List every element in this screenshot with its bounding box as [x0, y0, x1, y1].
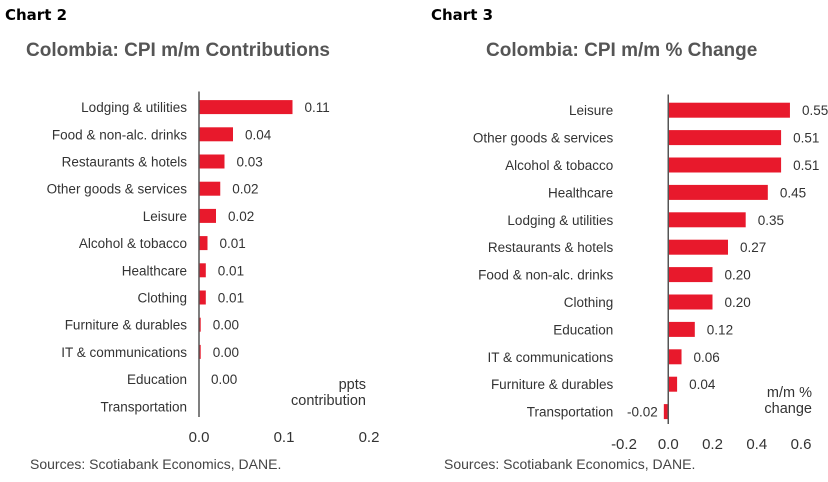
chart3-bar [668, 239, 728, 255]
chart2-panel-label: Chart 2 [5, 6, 68, 24]
chart3-bar [668, 212, 746, 228]
chart3-tick-label: 0.0 [658, 436, 679, 453]
chart2-data-label: 0.04 [245, 127, 272, 142]
chart2-tick-label: 0.0 [189, 429, 210, 446]
chart2-bar [199, 100, 293, 115]
chart2-data-label: 0.01 [220, 236, 246, 251]
chart2-category-label: Leisure [143, 209, 187, 224]
chart3-category-label: Furniture & durables [491, 377, 614, 392]
chart2-category-label: IT & communications [61, 345, 187, 360]
chart3-bar [668, 130, 782, 146]
chart2-bar [199, 127, 233, 142]
chart3-data-label: 0.27 [740, 240, 766, 255]
chart3-tick-label: 0.6 [791, 436, 812, 453]
chart3-tick-label: -0.2 [611, 436, 637, 453]
chart3-data-label: -0.02 [627, 405, 658, 420]
chart3-tick-label: 0.2 [702, 436, 723, 453]
chart2-tick-label: 0.2 [359, 429, 380, 446]
chart3-data-label: 0.20 [725, 268, 751, 283]
chart3-panel-label: Chart 3 [431, 6, 494, 24]
chart3-data-label: 0.04 [689, 377, 716, 392]
chart2-data-label: 0.00 [213, 318, 239, 333]
chart3-category-label: Restaurants & hotels [488, 240, 614, 255]
chart2-data-label: 0.00 [213, 345, 239, 360]
chart2-bar [199, 154, 225, 169]
chart2-bar [199, 236, 208, 251]
chart2-category-label: Restaurants & hotels [62, 155, 188, 170]
chart2-data-label: 0.03 [237, 155, 263, 170]
chart2-bar [199, 317, 201, 332]
chart3-category-label: Clothing [564, 295, 614, 310]
chart3-category-label: Food & non-alc. drinks [478, 268, 613, 283]
chart3-category-label: Healthcare [548, 185, 613, 200]
chart2-bar [199, 344, 201, 359]
chart3-category-label: Lodging & utilities [507, 213, 613, 228]
chart3-source: Sources: Scotiabank Economics, DANE. [444, 456, 696, 472]
chart3-bar [668, 321, 695, 337]
chart3-bar [663, 404, 669, 420]
chart3-title: Colombia: CPI m/m % Change [486, 40, 758, 61]
chart2-category-label: Other goods & services [47, 182, 188, 197]
chart2-data-label: 0.02 [232, 182, 258, 197]
chart2-data-label: 0.02 [228, 209, 254, 224]
chart3-bar [668, 102, 790, 118]
chart2-bar [199, 181, 221, 196]
chart3-data-label: 0.35 [758, 213, 784, 228]
chart2-unit-label: contribution [291, 393, 366, 409]
chart2-data-label: 0.01 [218, 263, 244, 278]
chart3-bar [668, 294, 713, 310]
chart2-category-label: Food & non-alc. drinks [52, 127, 187, 142]
chart3-bar [668, 267, 713, 283]
chart3-tick-label: 0.4 [746, 436, 767, 453]
chart3-category-label: IT & communications [487, 350, 613, 365]
chart3-unit-label: m/m % [767, 385, 812, 401]
chart3-bar [668, 184, 768, 200]
chart3-data-label: 0.06 [694, 350, 720, 365]
chart3-bar [668, 157, 782, 173]
chart2-title: Colombia: CPI m/m Contributions [26, 40, 330, 61]
chart3-category-label: Other goods & services [473, 131, 614, 146]
chart3-unit-label: change [764, 401, 812, 417]
chart2-bar [199, 263, 206, 278]
chart3-data-label: 0.45 [780, 185, 806, 200]
chart2-category-label: Furniture & durables [65, 318, 188, 333]
chart2-category-label: Education [127, 372, 187, 387]
chart2-category-label: Lodging & utilities [81, 100, 187, 115]
chart3-category-label: Leisure [569, 103, 613, 118]
chart3-bar [668, 349, 682, 365]
chart3-data-label: 0.51 [793, 158, 819, 173]
chart2-bar [199, 290, 206, 305]
chart3-data-label: 0.51 [793, 131, 819, 146]
chart3-bar [668, 376, 678, 392]
chart2-tick-label: 0.1 [274, 429, 295, 446]
chart2-unit-label: ppts [339, 377, 366, 393]
chart3-category-label: Alcohol & tobacco [505, 158, 613, 173]
chart2-data-label: 0.11 [305, 100, 330, 115]
chart3-category-label: Education [553, 322, 613, 337]
chart2-category-label: Healthcare [122, 263, 187, 278]
chart2-category-label: Transportation [100, 399, 187, 414]
chart2-bar [199, 208, 216, 223]
chart3-data-label: 0.55 [802, 103, 828, 118]
chart2-source: Sources: Scotiabank Economics, DANE. [30, 456, 282, 472]
chart2-category-label: Clothing [137, 291, 187, 306]
chart2-data-label: 0.00 [211, 372, 237, 387]
chart2-category-label: Alcohol & tobacco [79, 236, 187, 251]
chart3-data-label: 0.20 [725, 295, 751, 310]
chart3-data-label: 0.12 [707, 322, 733, 337]
chart3-category-label: Transportation [527, 405, 614, 420]
chart2-data-label: 0.01 [218, 291, 244, 306]
